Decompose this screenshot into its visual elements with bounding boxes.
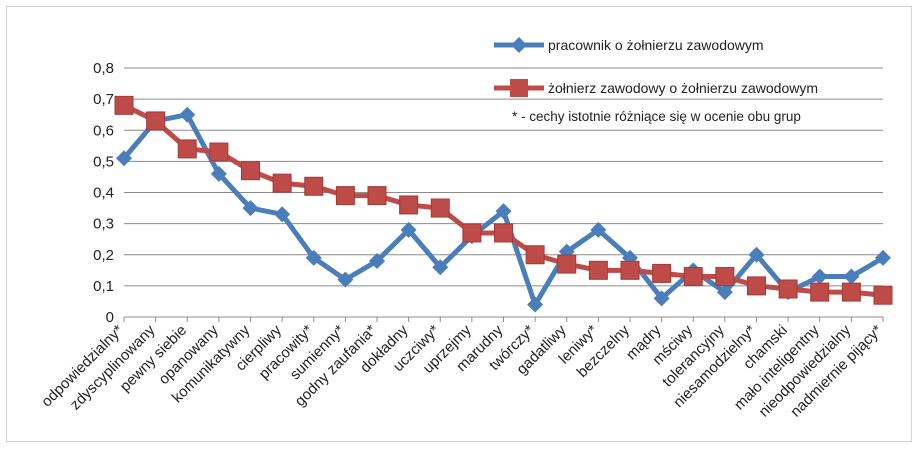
data-point-nadmiernie-pijacy: [875, 249, 891, 266]
data-point-cierpliwy: [272, 173, 292, 193]
data-point-nadmiernie-pijacy: [873, 285, 893, 305]
legend-marker-zolnierz: [510, 79, 528, 97]
data-point-odpowiedzialny: [114, 95, 134, 115]
data-point-gadatliwy: [557, 254, 577, 274]
data-point-tworczy: [525, 245, 545, 265]
data-point-komunikatywny: [241, 161, 260, 181]
series-markers-zolnierz: [114, 95, 893, 305]
data-point-odpowiedzialny: [116, 150, 132, 167]
significance-note: * - cechy istotnie różniące się w ocenie…: [512, 109, 801, 124]
data-point-malo-inteligentny: [811, 268, 828, 285]
y-tick-label: 0,3: [93, 216, 114, 233]
data-point-godny-zaufania: [367, 186, 387, 206]
data-point-msciwy: [683, 267, 703, 287]
data-point-opanowany: [209, 142, 229, 162]
series-lines: [114, 95, 893, 313]
data-point-nieodpowiedzialny: [841, 282, 861, 302]
data-point-madry: [652, 263, 672, 283]
y-tick-label: 0,8: [93, 60, 114, 77]
data-point-marudny: [495, 203, 512, 220]
data-point-pracowity: [305, 249, 322, 266]
y-tick-label: 0,6: [93, 122, 114, 139]
data-point-tolerancyjny: [715, 267, 735, 287]
data-point-madry: [653, 290, 670, 307]
data-point-komunikatywny: [242, 200, 259, 217]
data-point-malo-inteligentny: [810, 282, 830, 302]
data-point-niesamodzielny: [747, 276, 766, 296]
data-point-sumienny: [335, 186, 355, 206]
data-point-pewny-siebie: [177, 139, 197, 159]
data-point-marudny: [494, 223, 513, 243]
data-point-leniwy: [590, 221, 607, 238]
data-point-tolerancyjny: [716, 284, 733, 301]
data-point-zdyscyplinowany: [146, 111, 166, 131]
y-tick-label: 0: [106, 309, 114, 326]
y-tick-label: 0,5: [93, 153, 114, 170]
series-markers-pracownik: [116, 106, 891, 313]
y-tick-label: 0,4: [93, 185, 114, 202]
legend-label-pracownik: pracownik o żołnierzu zawodowym: [548, 37, 764, 53]
data-point-godny-zaufania: [369, 252, 385, 269]
legend-marker-pracownik: [511, 37, 527, 53]
y-tick-label: 0,7: [93, 91, 114, 108]
legend-label-zolnierz: żołnierz zawodowy o żołnierzu zawodowym: [548, 80, 818, 96]
data-point-dokladny: [399, 195, 419, 215]
data-point-tworczy: [527, 296, 544, 313]
data-point-uczciwy: [430, 198, 450, 218]
data-point-uprzejmy: [462, 223, 482, 243]
data-point-dokladny: [400, 221, 417, 238]
data-point-niesamodzielny: [748, 246, 765, 263]
data-point-sumienny: [337, 271, 354, 288]
data-point-bezczelny: [620, 260, 640, 280]
data-point-gadatliwy: [558, 243, 575, 260]
y-axis: 0 0,1 0,2 0,3 0,4 0,5 0,6 0,7 0,8: [93, 60, 114, 326]
data-point-pewny-siebie: [179, 106, 196, 123]
legend: pracownik o żołnierzu zawodowym żołnierz…: [494, 37, 818, 124]
data-point-nieodpowiedzialny: [843, 268, 860, 285]
data-point-opanowany: [210, 165, 227, 182]
y-tick-label: 0,2: [93, 247, 114, 264]
y-tick-label: 0,1: [93, 278, 114, 295]
data-point-pracowity: [304, 176, 324, 196]
data-point-uczciwy: [432, 259, 449, 276]
data-point-chamski: [778, 279, 798, 299]
data-point-cierpliwy: [274, 206, 291, 223]
data-point-leniwy: [588, 260, 608, 280]
